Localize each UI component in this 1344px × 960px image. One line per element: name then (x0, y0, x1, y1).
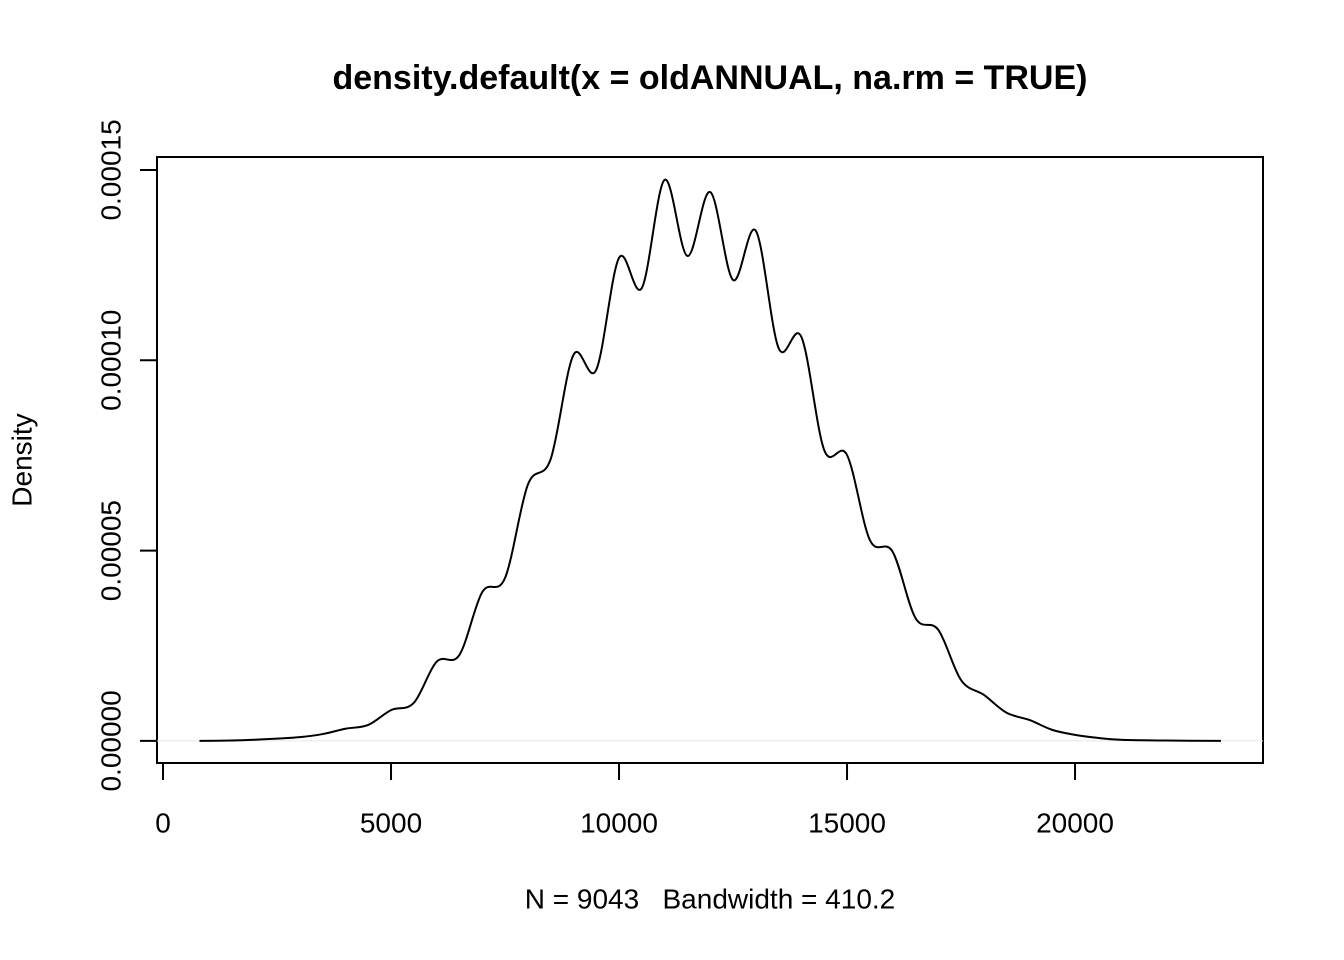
density-line (199, 178, 1221, 742)
chart-title: density.default(x = oldANNUAL, na.rm = T… (332, 59, 1087, 97)
y-tick-label: 0.00000 (95, 690, 126, 791)
x-tick-label: 0 (155, 807, 171, 838)
x-tick-label: 5000 (360, 807, 422, 838)
x-tick-label: 10000 (580, 807, 658, 838)
y-tick-label: 0.00005 (95, 500, 126, 601)
plot-box (156, 156, 1264, 764)
x-axis-label: N = 9043 Bandwidth = 410.2 (525, 883, 896, 914)
y-axis-label: Density (6, 413, 37, 506)
y-tick-label: 0.00010 (95, 310, 126, 411)
y-tick-label: 0.00015 (95, 119, 126, 220)
x-tick-label: 15000 (808, 807, 886, 838)
x-tick-label: 20000 (1036, 807, 1114, 838)
